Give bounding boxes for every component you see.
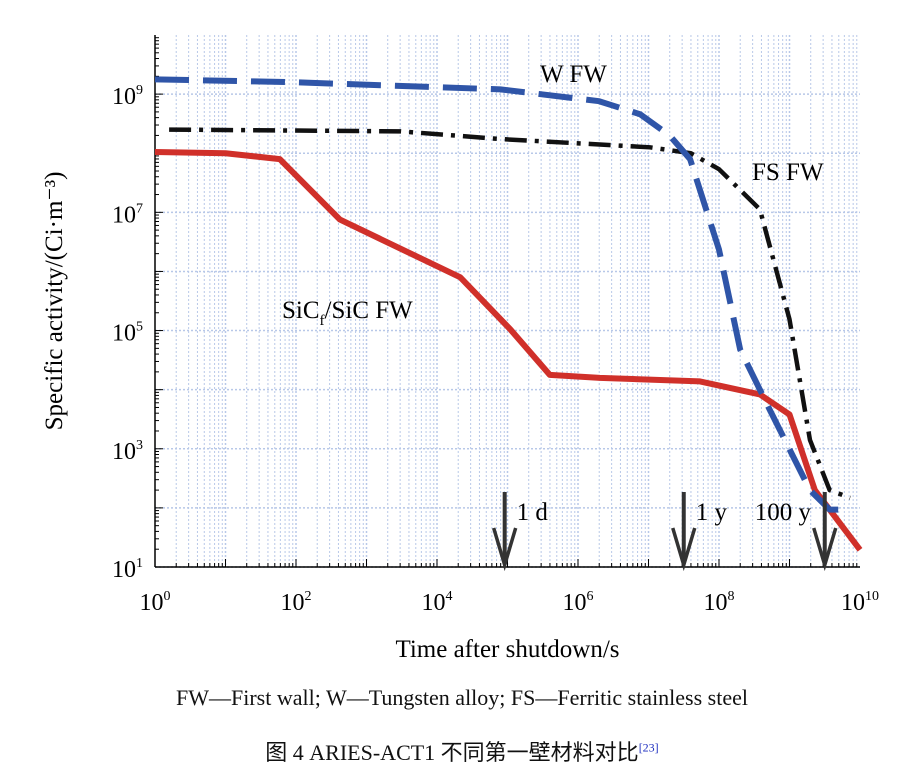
annotation-label: 100 y bbox=[755, 499, 812, 526]
tick-base: 10 bbox=[140, 590, 164, 616]
series-label-w-fw: W FW bbox=[540, 61, 607, 88]
label-subscript: f bbox=[320, 313, 325, 329]
citation: [23] bbox=[638, 740, 659, 755]
tick-exponent: 0 bbox=[164, 589, 171, 604]
tick-base: 10 bbox=[112, 321, 136, 347]
tick-exponent: 10 bbox=[865, 589, 879, 604]
tick-base: 10 bbox=[704, 590, 728, 616]
y-tick-label: 107 bbox=[112, 201, 143, 228]
tick-base: 10 bbox=[563, 590, 587, 616]
figure-caption: 图 4 ARIES-ACT1 不同第一壁材料对比[23] bbox=[0, 735, 924, 767]
label-rest: /SiC FW bbox=[325, 297, 414, 324]
tick-exponent: 3 bbox=[136, 438, 143, 453]
arrow-down-icon bbox=[492, 527, 518, 572]
series-line-fs-fw bbox=[169, 127, 851, 500]
tick-exponent: 6 bbox=[587, 589, 594, 604]
tick-exponent: 7 bbox=[136, 201, 143, 216]
series-label-fs-fw: FS FW bbox=[752, 159, 824, 186]
label-base: SiC bbox=[282, 297, 320, 324]
tick-base: 10 bbox=[112, 202, 136, 228]
series-label-sic-fw: SiCf/SiC FW bbox=[282, 297, 413, 329]
tick-base: 10 bbox=[112, 439, 136, 465]
x-tick-label: 106 bbox=[563, 589, 594, 616]
tick-base: 10 bbox=[422, 590, 446, 616]
x-axis-label: Time after shutdown/s bbox=[395, 636, 619, 663]
y-tick-label: 105 bbox=[112, 320, 143, 347]
legend-note: FW—First wall; W—Tungsten alloy; FS—Ferr… bbox=[176, 685, 748, 710]
y-tick-label: 101 bbox=[112, 556, 143, 583]
y-axis-label: Specific activity/(Ci·m⁻³) bbox=[41, 172, 68, 431]
tick-exponent: 4 bbox=[446, 589, 453, 604]
tick-exponent: 1 bbox=[136, 556, 143, 571]
annotation-label: 1 y bbox=[696, 499, 728, 526]
tick-exponent: 8 bbox=[728, 589, 735, 604]
arrow-down-icon bbox=[671, 527, 697, 572]
annotation-label: 1 d bbox=[517, 499, 549, 526]
arrow-down-icon bbox=[812, 527, 838, 572]
tick-base: 10 bbox=[841, 590, 865, 616]
x-tick-label: 104 bbox=[422, 589, 453, 616]
series-line-sicf-sic-fw bbox=[154, 149, 863, 552]
series-line-w-fw bbox=[154, 76, 851, 513]
tick-exponent: 9 bbox=[136, 83, 143, 98]
y-tick-label: 103 bbox=[112, 438, 143, 465]
x-tick-label: 100 bbox=[140, 589, 171, 616]
x-tick-label: 108 bbox=[704, 589, 735, 616]
caption-text: 图 4 ARIES-ACT1 不同第一壁材料对比 bbox=[265, 740, 639, 765]
tick-exponent: 2 bbox=[305, 589, 312, 604]
tick-base: 10 bbox=[112, 84, 136, 110]
y-tick-label: 109 bbox=[112, 83, 143, 110]
tick-exponent: 5 bbox=[136, 320, 143, 335]
tick-base: 10 bbox=[281, 590, 305, 616]
tick-base: 10 bbox=[112, 557, 136, 583]
x-tick-label: 1010 bbox=[841, 589, 879, 616]
x-tick-label: 102 bbox=[281, 589, 312, 616]
